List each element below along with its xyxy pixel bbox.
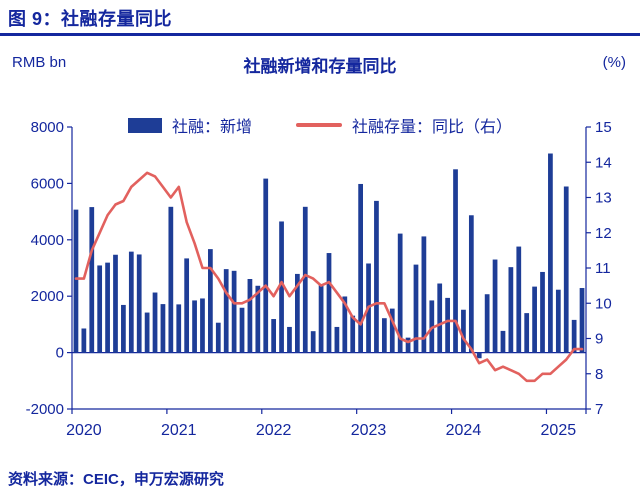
right-axis-tick-label: 15: [595, 119, 612, 136]
x-axis-year-label: 2020: [66, 422, 102, 439]
right-axis-tick-label: 9: [595, 331, 603, 348]
bar-series: [73, 153, 585, 359]
legend-line-label: 社融存量：同比（右）: [352, 119, 513, 136]
line-series: [74, 171, 584, 383]
figure-title: 图 9：社融存量同比: [8, 9, 173, 29]
x-axis-year-label: 2024: [446, 422, 482, 439]
left-axis-tick-label: 8000: [31, 119, 64, 136]
chart-legend: 社融：新增 社融存量：同比（右）: [0, 113, 640, 137]
right-axis-unit: (%): [602, 54, 626, 71]
right-axis-tick-label: 10: [595, 295, 612, 312]
left-axis-tick-label: 0: [56, 345, 64, 362]
left-axis-tick-label: 4000: [31, 232, 64, 249]
x-axis-year-label: 2025: [541, 422, 577, 439]
x-axis-year-label: 2023: [351, 422, 387, 439]
left-axis-tick-label: 6000: [31, 175, 64, 192]
bar-series-swatch: [127, 117, 162, 133]
right-axis-tick-label: 13: [595, 190, 612, 207]
right-axis-tick-label: 11: [595, 260, 611, 277]
legend-item-line: 社融存量：同比（右）: [296, 113, 512, 137]
x-axis-year-label: 2021: [161, 422, 197, 439]
legend-item-bar: 社融：新增: [127, 113, 252, 137]
right-axis-tick-label: 14: [595, 154, 612, 171]
header-divider: [0, 33, 640, 36]
line-series-swatch: [296, 123, 342, 127]
right-axis-tick-label: 8: [595, 366, 603, 383]
right-axis-tick-label: 12: [595, 225, 612, 242]
right-axis-tick-label: 7: [595, 401, 603, 418]
legend-bar-label: 社融：新增: [171, 119, 252, 136]
left-axis-tick-label: 2000: [31, 288, 64, 305]
left-axis-tick-label: -2000: [26, 401, 64, 418]
source-note: 资料来源：CEIC，申万宏源研究: [8, 471, 224, 488]
chart-title: 社融新增和存量同比: [243, 57, 397, 76]
left-axis-unit: RMB bn: [12, 54, 67, 71]
x-axis-year-label: 2022: [256, 422, 292, 439]
axes: [67, 126, 591, 414]
